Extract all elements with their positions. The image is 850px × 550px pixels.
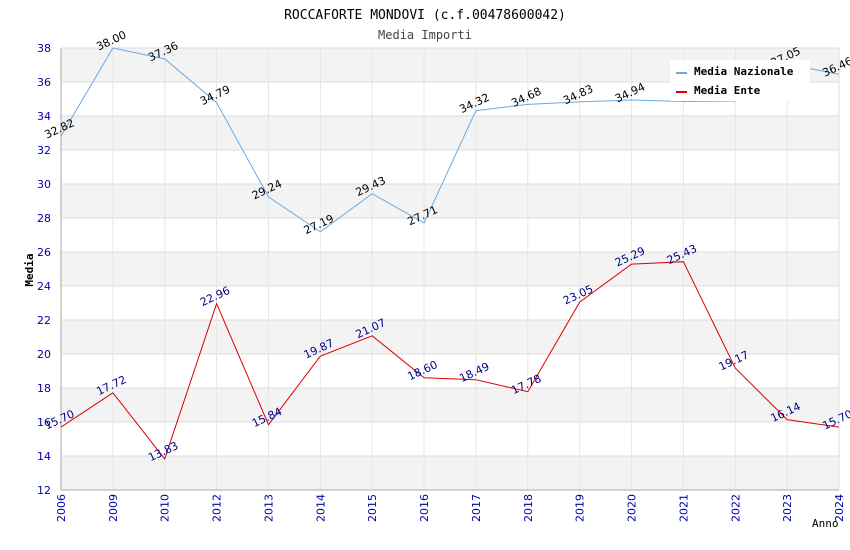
x-tick-label: 2020 bbox=[626, 494, 639, 522]
y-tick-label: 20 bbox=[37, 348, 51, 361]
x-tick-label: 2024 bbox=[833, 494, 846, 522]
axes bbox=[60, 48, 840, 491]
y-tick-label: 38 bbox=[37, 42, 51, 55]
plot-band bbox=[61, 422, 839, 456]
x-tick-label: 2014 bbox=[314, 494, 327, 522]
y-tick-label: 14 bbox=[37, 450, 51, 463]
x-tick-label: 2018 bbox=[522, 494, 535, 522]
x-tick-label: 2017 bbox=[470, 494, 483, 522]
y-tick-label: 32 bbox=[37, 144, 51, 157]
legend: Media Nazionale Media Ente bbox=[670, 60, 810, 101]
y-tick-label: 12 bbox=[37, 484, 51, 497]
y-tick-label: 26 bbox=[37, 246, 51, 259]
series-line-nazionale bbox=[60, 47, 840, 233]
x-tick-label: 2019 bbox=[574, 494, 587, 522]
x-tick-label: 2023 bbox=[781, 494, 794, 522]
x-tick-label: 2010 bbox=[159, 494, 172, 522]
y-tick-label: 16 bbox=[37, 416, 51, 429]
plot-background-bands bbox=[61, 48, 839, 490]
chart-subtitle: Media Importi bbox=[378, 28, 472, 42]
x-tick-label: 2009 bbox=[107, 494, 120, 522]
y-tick-label: 34 bbox=[37, 110, 51, 123]
plot-band bbox=[61, 320, 839, 354]
plot-band bbox=[61, 286, 839, 320]
y-axis-ticks: 12 14 16 18 20 22 24 26 28 30 32 34 36 38 bbox=[37, 42, 51, 497]
y-tick-label: 22 bbox=[37, 314, 51, 327]
legend-box bbox=[670, 60, 810, 101]
plot-band bbox=[61, 252, 839, 286]
x-tick-label: 2022 bbox=[729, 494, 742, 522]
x-axis-label: Anno bbox=[812, 517, 839, 530]
plot-band bbox=[61, 184, 839, 218]
x-axis-ticks: 2006 2009 2010 2012 2013 2014 2015 2016 2017 2018… bbox=[55, 494, 846, 522]
y-tick-label: 30 bbox=[37, 178, 51, 191]
x-tick-label: 2016 bbox=[418, 494, 431, 522]
x-tick-label: 2021 bbox=[677, 494, 690, 522]
legend-label-nazionale: Media Nazionale bbox=[694, 65, 794, 78]
x-tick-label: 2006 bbox=[55, 494, 68, 522]
chart-title: ROCCAFORTE MONDOVI (c.f.00478600042) bbox=[284, 8, 566, 23]
plot-band bbox=[61, 456, 839, 490]
series-line-ente bbox=[60, 261, 840, 460]
y-tick-label: 24 bbox=[37, 280, 51, 293]
y-tick-label: 18 bbox=[37, 382, 51, 395]
x-tick-label: 2013 bbox=[262, 494, 275, 522]
legend-label-ente: Media Ente bbox=[694, 84, 761, 97]
plot-band bbox=[61, 218, 839, 252]
y-tick-label: 28 bbox=[37, 212, 51, 225]
plot-band bbox=[61, 388, 839, 422]
y-tick-label: 36 bbox=[37, 76, 51, 89]
y-axis-label: Media bbox=[23, 253, 36, 286]
x-tick-label: 2012 bbox=[211, 494, 224, 522]
x-tick-label: 2015 bbox=[366, 494, 379, 522]
plot-band bbox=[61, 116, 839, 150]
